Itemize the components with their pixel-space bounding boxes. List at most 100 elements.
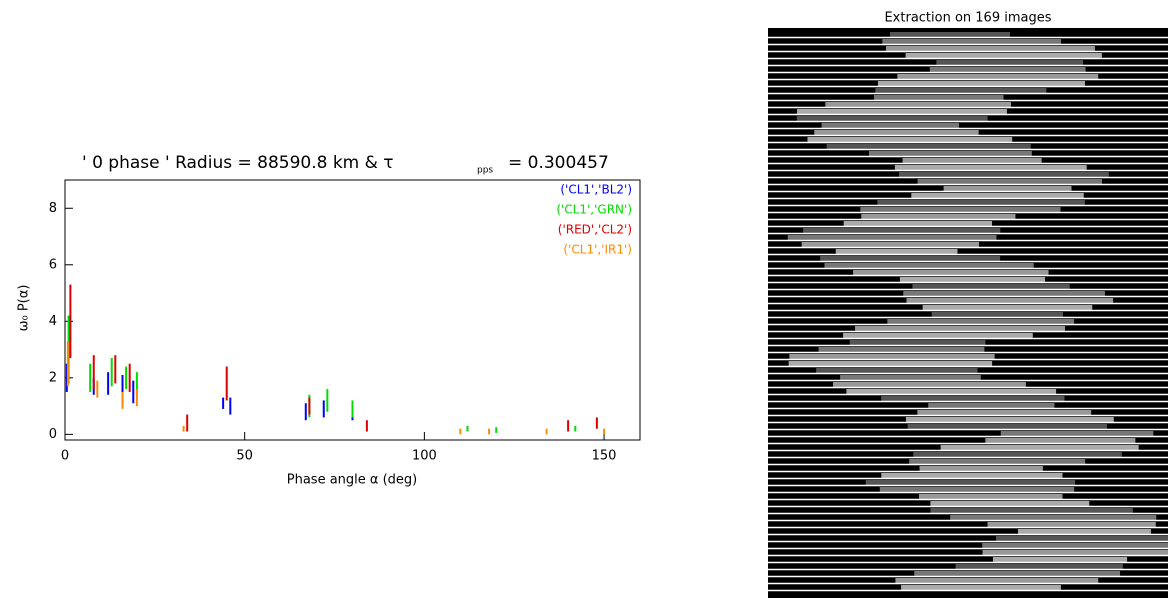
x-axis-label: Phase angle α (deg) bbox=[287, 473, 418, 488]
legend-entry: ('CL1','IR1') bbox=[563, 243, 632, 257]
title-subscript: pps bbox=[477, 166, 493, 176]
image-band bbox=[987, 522, 1156, 527]
x-tick-label: 0 bbox=[61, 449, 69, 464]
x-tick-label: 150 bbox=[592, 449, 617, 464]
image-band bbox=[821, 123, 959, 128]
image-band bbox=[940, 445, 1139, 450]
image-band bbox=[1000, 431, 1154, 436]
image-band bbox=[911, 193, 1084, 198]
image-band bbox=[930, 501, 1090, 506]
image-band bbox=[919, 466, 1043, 471]
image-band bbox=[930, 508, 1133, 513]
image-title: Extraction on 169 images bbox=[884, 11, 1051, 26]
image-band bbox=[849, 340, 986, 345]
y-axis-label: ω₀ P(α) bbox=[17, 285, 32, 332]
image-band bbox=[881, 396, 1065, 401]
extraction-image bbox=[768, 28, 1168, 598]
image-band bbox=[982, 550, 1168, 555]
image-band bbox=[943, 186, 1072, 191]
image-band bbox=[982, 543, 1168, 548]
y-tick-label: 6 bbox=[49, 257, 57, 272]
image-band bbox=[931, 312, 1063, 317]
y-tick-label: 0 bbox=[49, 427, 57, 442]
image-band bbox=[901, 585, 1061, 590]
image-band bbox=[816, 368, 978, 373]
image-band bbox=[801, 242, 980, 247]
image-band bbox=[824, 263, 1034, 268]
image-band bbox=[905, 53, 1102, 58]
image-band bbox=[894, 165, 1087, 170]
image-band bbox=[905, 417, 1114, 422]
image-band bbox=[820, 256, 1001, 261]
image-band bbox=[855, 326, 1066, 331]
image-band bbox=[914, 571, 1121, 576]
image-band bbox=[1017, 529, 1151, 534]
image-band bbox=[887, 319, 1075, 324]
image-band bbox=[846, 389, 1057, 394]
image-band bbox=[895, 578, 1099, 583]
image-band bbox=[885, 46, 1095, 51]
image-band bbox=[928, 403, 1055, 408]
legend-entry: ('CL1','GRN') bbox=[556, 203, 632, 217]
image-band bbox=[797, 109, 1007, 114]
y-tick-label: 4 bbox=[49, 314, 57, 329]
image-band bbox=[913, 452, 1122, 457]
image-band bbox=[843, 333, 1033, 338]
image-band bbox=[788, 361, 993, 366]
image-band bbox=[835, 249, 958, 254]
image-band bbox=[818, 347, 985, 352]
image-band bbox=[861, 214, 1016, 219]
image-band bbox=[853, 270, 1049, 275]
image-band bbox=[899, 277, 1046, 282]
title-end: = 0.300457 bbox=[508, 153, 609, 173]
image-band bbox=[803, 228, 1001, 233]
image-band bbox=[860, 207, 1061, 212]
image-band bbox=[929, 67, 1086, 72]
image-band bbox=[881, 473, 1063, 478]
image-band bbox=[992, 557, 1128, 562]
image-band bbox=[843, 221, 993, 226]
image-band bbox=[917, 179, 1103, 184]
image-band bbox=[912, 284, 1070, 289]
image-band bbox=[868, 151, 1032, 156]
image-band bbox=[877, 200, 1085, 205]
image-band bbox=[877, 81, 1085, 86]
image-band bbox=[865, 480, 1076, 485]
image-band bbox=[917, 410, 1092, 415]
image-band bbox=[796, 116, 988, 121]
x-tick-label: 100 bbox=[412, 449, 437, 464]
image-band bbox=[897, 74, 1099, 79]
image-band bbox=[833, 382, 1026, 387]
image-band bbox=[995, 536, 1168, 541]
image-band bbox=[985, 438, 1136, 443]
image-band bbox=[789, 354, 995, 359]
image-band bbox=[807, 137, 1013, 142]
image-band bbox=[907, 424, 1108, 429]
y-tick-label: 8 bbox=[49, 201, 57, 216]
chart-title: ' 0 phase ' Radius = 88590.8 km & τ bbox=[82, 153, 394, 173]
image-band bbox=[826, 144, 1031, 149]
image-band bbox=[906, 298, 1114, 303]
image-band bbox=[902, 158, 1042, 163]
image-band bbox=[955, 564, 1123, 569]
image-band bbox=[875, 88, 1047, 93]
image-band bbox=[873, 95, 1004, 100]
y-tick-label: 2 bbox=[49, 370, 57, 385]
x-tick-label: 50 bbox=[236, 449, 253, 464]
image-band bbox=[909, 459, 1086, 464]
image-band bbox=[903, 291, 1105, 296]
image-band bbox=[919, 494, 1063, 499]
image-band bbox=[950, 515, 1157, 520]
image-band bbox=[879, 487, 1075, 492]
legend-entry: ('CL1','BL2') bbox=[560, 183, 632, 197]
image-band bbox=[825, 102, 1012, 107]
image-band bbox=[922, 305, 1093, 310]
plot-frame bbox=[64, 179, 641, 441]
image-band bbox=[882, 39, 1062, 44]
image-band bbox=[890, 32, 1010, 37]
legend-entry: ('RED','CL2') bbox=[558, 223, 632, 237]
image-band bbox=[936, 60, 1084, 65]
image-band bbox=[899, 172, 1109, 177]
image-band bbox=[787, 235, 997, 240]
